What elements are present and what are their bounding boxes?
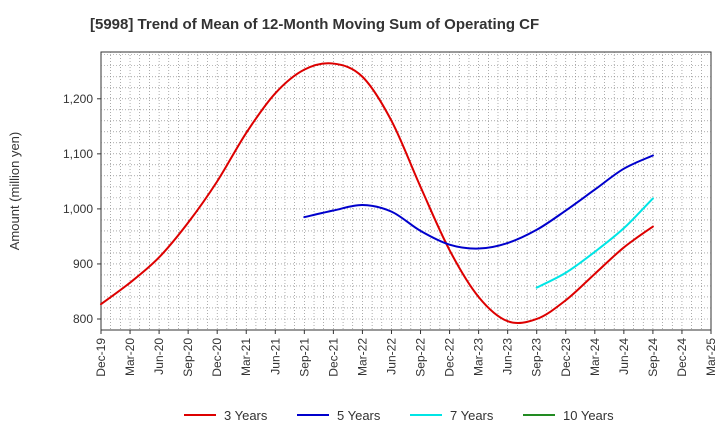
x-tick-label: Mar-21 — [239, 338, 253, 376]
x-tick-label: Dec-23 — [559, 338, 573, 377]
y-axis-label: Amount (million yen) — [7, 132, 22, 251]
y-tick-label: 800 — [73, 312, 93, 326]
x-tick-label: Sep-23 — [530, 338, 544, 377]
y-tick-label: 900 — [73, 257, 93, 271]
x-axis-ticks: Dec-19 Mar-20 Jun-20 Sep-20 Dec-20 Mar-21 Jun-… — [94, 330, 718, 377]
plot-area — [100, 51, 712, 331]
y-tick-label: 1,200 — [63, 92, 93, 106]
series-line-3-years — [100, 62, 654, 325]
x-tick-label: Jun-21 — [268, 338, 282, 375]
legend-label-5-years: 5 Years — [337, 408, 381, 423]
legend-label-10-years: 10 Years — [563, 408, 614, 423]
series-lines — [100, 62, 654, 325]
x-tick-label: Jun-22 — [384, 338, 398, 375]
x-tick-label: Sep-22 — [414, 338, 428, 377]
y-tick-label: 1,000 — [63, 202, 93, 216]
x-tick-label: Sep-21 — [297, 338, 311, 377]
x-tick-label: Jun-24 — [617, 338, 631, 375]
x-tick-label: Mar-23 — [472, 338, 486, 376]
gridlines — [101, 52, 711, 330]
x-tick-label: Dec-20 — [210, 338, 224, 377]
x-tick-label: Sep-20 — [181, 338, 195, 377]
series-line-7-years — [535, 197, 654, 289]
x-tick-label: Jun-23 — [501, 338, 515, 375]
chart-title: [5998] Trend of Mean of 12-Month Moving … — [90, 16, 539, 33]
x-tick-label: Dec-22 — [443, 338, 457, 377]
x-tick-label: Mar-20 — [123, 338, 137, 376]
x-tick-label: Dec-24 — [675, 338, 689, 377]
legend-label-3-years: 3 Years — [224, 408, 268, 423]
x-tick-label: Sep-24 — [646, 338, 660, 377]
x-tick-label: Mar-25 — [704, 338, 718, 376]
x-tick-label: Mar-22 — [355, 338, 369, 376]
x-tick-label: Jun-20 — [152, 338, 166, 375]
y-axis-ticks: 800 900 1,000 1,100 1,200 — [63, 92, 101, 326]
y-tick-label: 1,100 — [63, 147, 93, 161]
series-line-5-years — [303, 154, 654, 250]
legend-label-7-years: 7 Years — [450, 408, 494, 423]
legend: 3 Years 5 Years 7 Years 10 Years — [184, 408, 614, 423]
x-tick-label: Dec-19 — [94, 338, 108, 377]
x-tick-label: Dec-21 — [326, 338, 340, 377]
x-tick-label: Mar-24 — [588, 338, 602, 376]
